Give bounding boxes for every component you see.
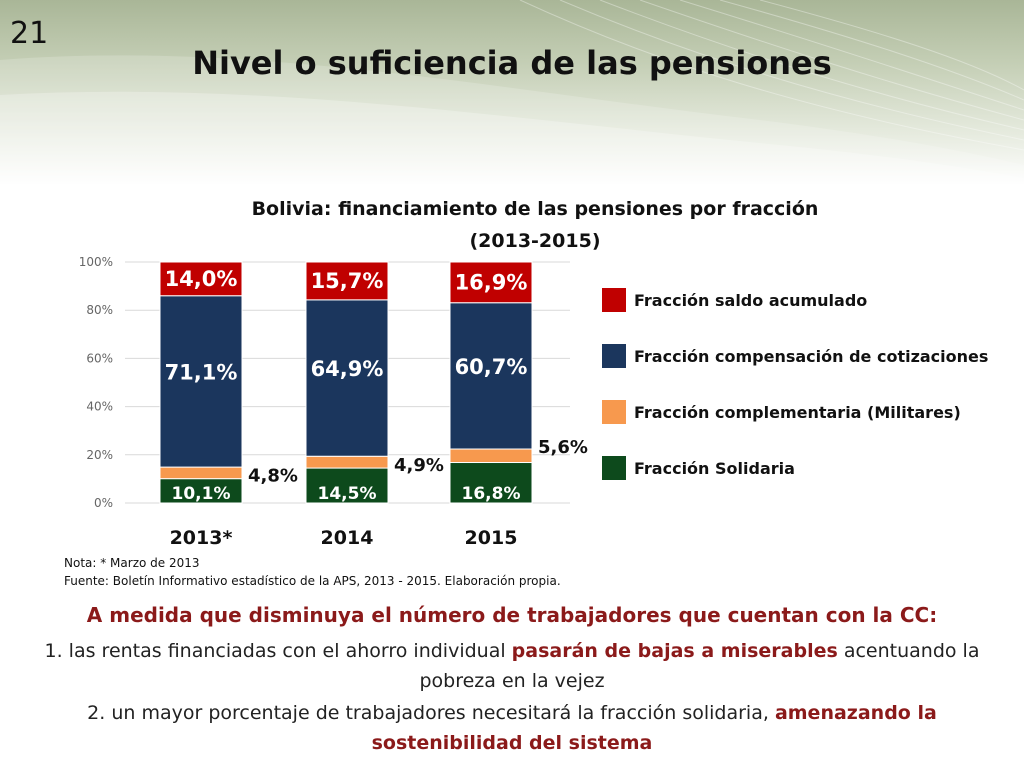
y-tick-label: 0%	[94, 496, 113, 510]
x-tick-label: 2014	[321, 527, 374, 549]
legend-label: Fracción saldo acumulado	[634, 291, 867, 310]
bar-data-label: 71,1%	[165, 360, 238, 384]
bar-segment	[449, 261, 533, 304]
chart-note: Nota: * Marzo de 2013	[64, 556, 200, 570]
bar-segment	[159, 261, 243, 297]
y-tick-label: 20%	[86, 448, 113, 462]
y-tick-label: 40%	[86, 400, 113, 414]
bar-data-label: 4,8%	[248, 466, 298, 487]
y-tick-label: 100%	[79, 255, 113, 269]
y-tick-label: 60%	[86, 351, 113, 365]
point-1-text: 1. las rentas financiadas con el ahorro …	[44, 640, 512, 662]
legend-label: Fracción Solidaria	[634, 459, 795, 478]
legend-label: Fracción complementaria (Militares)	[634, 403, 961, 422]
chart-title: Bolivia: financiamiento de las pensiones…	[251, 198, 819, 220]
bar-data-label: 14,5%	[318, 484, 377, 504]
header-decoration	[0, 0, 1024, 185]
bar-segment	[449, 448, 533, 464]
conclusion-heading: A medida que disminuya el número de trab…	[86, 603, 938, 627]
point-1-emphasis: pasarán de bajas a miserables	[511, 640, 838, 662]
chart-source: Fuente: Boletín Informativo estadístico …	[64, 574, 561, 588]
bar-segment	[305, 455, 389, 469]
legend-swatch	[602, 400, 626, 424]
stacked-bar-chart: 0% 20% 40% 60% 80% 100% 10,1% 4,8% 71,1% 14,0% 201…	[79, 255, 989, 549]
bar-data-label: 5,6%	[538, 437, 588, 458]
y-tick-label: 80%	[86, 303, 113, 317]
slide-title: Nivel o suficiencia de las pensiones	[192, 44, 832, 82]
conclusion-point-2: 2. un mayor porcentaje de trabajadores n…	[20, 698, 1004, 758]
point-2-emphasis: amenazando la sostenibilidad del sistema	[371, 702, 937, 754]
legend-swatch	[602, 288, 626, 312]
bar-data-label: 10,1%	[172, 484, 231, 504]
bar-segment	[159, 295, 243, 468]
point-1-text-end: acentuando la pobreza en la vejez	[419, 640, 980, 692]
bar-data-label: 16,8%	[462, 484, 521, 504]
chart-subtitle: (2013-2015)	[469, 230, 601, 252]
header-band	[0, 0, 1024, 185]
legend-swatch	[602, 344, 626, 368]
legend-label: Fracción compensación de cotizaciones	[634, 347, 988, 366]
bar-data-label: 14,0%	[165, 267, 238, 291]
x-tick-label: 2015	[465, 527, 518, 549]
x-tick-label: 2013*	[170, 527, 233, 549]
bar-data-label: 4,9%	[394, 455, 444, 476]
point-2-text: 2. un mayor porcentaje de trabajadores n…	[87, 702, 775, 724]
conclusion-point-1: 1. las rentas financiadas con el ahorro …	[20, 636, 1004, 696]
bar-data-label: 60,7%	[455, 355, 528, 379]
bar-segment	[449, 302, 533, 450]
bar-segment	[449, 462, 533, 504]
legend-swatch	[602, 456, 626, 480]
slide-number: 21	[10, 16, 49, 51]
bar-segment	[159, 466, 243, 480]
bar-data-label: 15,7%	[311, 269, 384, 293]
bar-data-label: 16,9%	[455, 270, 528, 294]
bar-segment	[305, 261, 389, 301]
bar-segment	[159, 478, 243, 504]
bar-segment	[305, 299, 389, 457]
bar-data-label: 64,9%	[311, 357, 384, 381]
